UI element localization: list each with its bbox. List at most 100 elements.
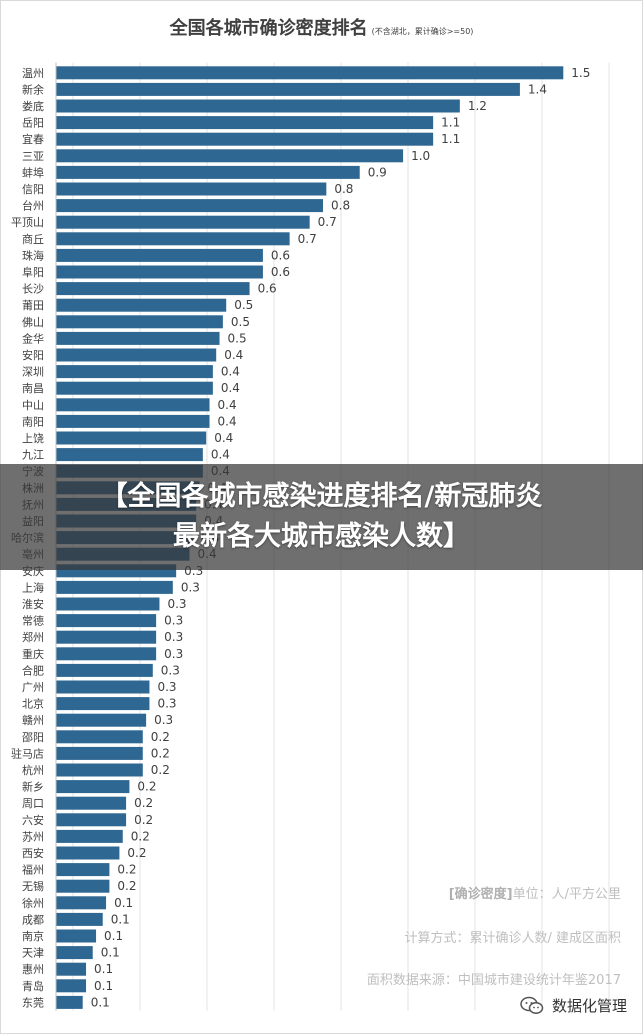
value-label-44: 0.2 xyxy=(134,796,153,810)
value-label-12: 0.6 xyxy=(271,265,290,279)
bar-22 xyxy=(56,431,207,445)
bar-51 xyxy=(56,912,103,926)
value-label-0: 1.5 xyxy=(571,66,590,80)
value-label-42: 0.2 xyxy=(151,763,170,777)
value-label-17: 0.4 xyxy=(224,348,243,362)
category-label-16: 金华 xyxy=(22,331,44,345)
category-label-23: 九江 xyxy=(22,449,44,462)
value-label-20: 0.4 xyxy=(218,398,237,412)
category-label-14: 莆田 xyxy=(22,299,44,312)
value-label-16: 0.5 xyxy=(228,331,247,345)
value-label-8: 0.8 xyxy=(331,199,350,213)
value-label-9: 0.7 xyxy=(318,215,337,229)
bar-48 xyxy=(56,863,110,877)
bar-19 xyxy=(56,381,213,395)
category-label-12: 阜阳 xyxy=(22,266,44,279)
category-label-41: 驻马店 xyxy=(11,746,44,760)
bar-45 xyxy=(56,813,127,827)
category-label-47: 西安 xyxy=(22,846,44,860)
bar-20 xyxy=(56,398,210,412)
category-label-6: 蚌埠 xyxy=(22,165,44,179)
value-label-53: 0.1 xyxy=(101,946,120,960)
bar-37 xyxy=(56,680,150,694)
category-label-19: 南昌 xyxy=(22,382,44,395)
category-label-20: 中山 xyxy=(22,399,44,412)
bar-31 xyxy=(56,580,173,594)
bar-34 xyxy=(56,630,157,644)
category-label-55: 青岛 xyxy=(22,979,44,993)
category-label-48: 福州 xyxy=(22,863,44,877)
category-label-21: 南阳 xyxy=(22,415,44,428)
value-label-38: 0.3 xyxy=(157,697,176,711)
bar-55 xyxy=(56,979,87,993)
bar-4 xyxy=(56,132,434,146)
category-label-11: 珠海 xyxy=(22,248,44,262)
category-label-32: 淮安 xyxy=(22,597,44,611)
bar-35 xyxy=(56,647,157,661)
category-label-38: 北京 xyxy=(22,697,44,711)
category-label-4: 宜春 xyxy=(22,132,44,146)
value-label-54: 0.1 xyxy=(94,962,113,976)
category-label-17: 安阳 xyxy=(22,348,44,362)
chart-title-block: 全国各城市确诊密度排名 (不含湖北，累计确诊>=50) xyxy=(0,14,643,40)
bar-41 xyxy=(56,746,143,760)
value-label-23: 0.4 xyxy=(211,448,230,462)
category-label-15: 佛山 xyxy=(22,316,44,329)
category-label-36: 合肥 xyxy=(22,663,44,677)
value-label-7: 0.8 xyxy=(334,182,353,196)
watermark: 数据化管理 xyxy=(520,995,627,1016)
value-label-45: 0.2 xyxy=(134,813,153,827)
category-label-52: 南京 xyxy=(22,929,44,943)
value-label-47: 0.2 xyxy=(127,846,146,860)
bar-9 xyxy=(56,215,310,229)
bar-23 xyxy=(56,448,203,462)
unit-text: 单位：人/平方公里 xyxy=(512,887,621,902)
banner-line-1: 【全国各城市感染进度排名/新冠肺炎 xyxy=(100,481,543,512)
bar-42 xyxy=(56,763,143,777)
bar-32 xyxy=(56,597,160,611)
title-banner: 【全国各城市感染进度排名/新冠肺炎 最新各大城市感染人数】 xyxy=(0,464,643,570)
value-label-36: 0.3 xyxy=(161,663,180,677)
bar-46 xyxy=(56,829,123,843)
bar-53 xyxy=(56,946,93,960)
category-label-46: 苏州 xyxy=(22,830,44,843)
category-label-44: 周口 xyxy=(22,797,44,810)
value-label-34: 0.3 xyxy=(164,630,183,644)
watermark-text: 数据化管理 xyxy=(551,997,627,1015)
value-label-46: 0.2 xyxy=(131,829,150,843)
value-label-37: 0.3 xyxy=(157,680,176,694)
category-label-22: 上饶 xyxy=(22,432,44,445)
bar-14 xyxy=(56,298,227,312)
category-label-35: 重庆 xyxy=(22,647,44,661)
bar-7 xyxy=(56,182,327,196)
chart-title: 全国各城市确诊密度排名 xyxy=(169,18,368,39)
bar-17 xyxy=(56,348,217,362)
bar-2 xyxy=(56,99,460,113)
category-label-1: 新余 xyxy=(22,82,44,96)
value-label-15: 0.5 xyxy=(231,315,250,329)
category-label-39: 赣州 xyxy=(22,713,44,727)
bar-1 xyxy=(56,82,520,96)
value-label-13: 0.6 xyxy=(258,282,277,296)
bar-8 xyxy=(56,199,323,213)
category-label-37: 广州 xyxy=(22,681,44,694)
bar-43 xyxy=(56,780,130,794)
bar-13 xyxy=(56,282,250,296)
bar-50 xyxy=(56,896,107,910)
value-label-2: 1.2 xyxy=(468,99,487,113)
category-label-5: 三亚 xyxy=(22,150,44,163)
category-label-7: 信阳 xyxy=(22,183,44,196)
value-label-48: 0.2 xyxy=(117,863,136,877)
value-label-6: 0.9 xyxy=(368,165,387,179)
bar-5 xyxy=(56,149,404,163)
value-label-50: 0.1 xyxy=(114,896,133,910)
bar-18 xyxy=(56,365,213,379)
value-label-18: 0.4 xyxy=(221,365,240,379)
value-label-21: 0.4 xyxy=(218,414,237,428)
chart-subtitle: (不含湖北，累计确诊>=50) xyxy=(371,27,474,36)
bar-36 xyxy=(56,663,153,677)
unit-key: [确诊密度] xyxy=(448,887,513,902)
category-label-18: 深圳 xyxy=(22,366,44,379)
value-label-33: 0.3 xyxy=(164,614,183,628)
bar-3 xyxy=(56,116,434,130)
